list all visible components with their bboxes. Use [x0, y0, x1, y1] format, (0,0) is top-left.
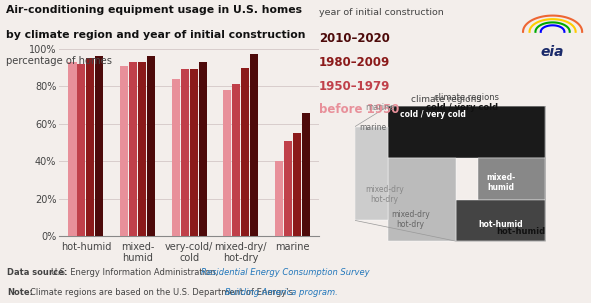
Text: U.S. Energy Information Administration,: U.S. Energy Information Administration,: [51, 268, 219, 277]
Text: mixed-dry
hot-dry: mixed-dry hot-dry: [365, 185, 404, 204]
Text: eia: eia: [541, 45, 564, 59]
Bar: [147, 56, 155, 236]
Bar: [86, 58, 95, 236]
Text: 2010–2020: 2010–2020: [319, 32, 390, 45]
Bar: [232, 85, 241, 236]
Bar: [171, 79, 180, 236]
Bar: [120, 66, 128, 236]
Text: Air-conditioning equipment usage in U.S. homes: Air-conditioning equipment usage in U.S.…: [6, 5, 302, 15]
Text: Building America program.: Building America program.: [225, 288, 337, 297]
Bar: [241, 68, 249, 236]
Bar: [77, 64, 86, 236]
Polygon shape: [388, 106, 545, 158]
Text: marine: marine: [359, 123, 386, 132]
Bar: [190, 69, 197, 236]
Text: Data source:: Data source:: [7, 268, 67, 277]
Bar: [199, 62, 207, 236]
Text: hot-humid: hot-humid: [496, 227, 545, 236]
Bar: [250, 55, 258, 236]
Bar: [138, 62, 146, 236]
Text: before 1950: before 1950: [319, 103, 400, 116]
Text: hot-humid: hot-humid: [478, 220, 523, 229]
Text: 1980–2009: 1980–2009: [319, 56, 391, 69]
Text: climate regions: climate regions: [411, 95, 481, 105]
Text: marine: marine: [365, 103, 395, 112]
Bar: [223, 90, 231, 236]
Bar: [293, 133, 301, 236]
Text: cold / very cold: cold / very cold: [426, 103, 498, 112]
Text: climate regions: climate regions: [434, 93, 499, 102]
Bar: [284, 141, 292, 236]
Bar: [69, 62, 77, 236]
Bar: [95, 56, 103, 236]
Polygon shape: [355, 127, 388, 220]
Text: year of initial construction: year of initial construction: [319, 8, 444, 17]
Text: Note:: Note:: [7, 288, 33, 297]
Bar: [275, 161, 283, 236]
Polygon shape: [456, 200, 545, 241]
Polygon shape: [388, 158, 456, 241]
Polygon shape: [478, 158, 545, 200]
Text: Residential Energy Consumption Survey: Residential Energy Consumption Survey: [201, 268, 369, 277]
Text: 1950–1979: 1950–1979: [319, 80, 391, 93]
Text: cold / very cold: cold / very cold: [400, 110, 466, 119]
Text: Climate regions are based on the U.S. Department of Energy’s: Climate regions are based on the U.S. De…: [30, 288, 293, 297]
Text: by climate region and year of initial construction: by climate region and year of initial co…: [6, 30, 306, 40]
Bar: [181, 69, 189, 236]
Text: percentage of homes: percentage of homes: [6, 56, 112, 66]
Text: mixed-
humid: mixed- humid: [486, 172, 515, 192]
Bar: [301, 112, 310, 236]
Bar: [129, 62, 137, 236]
Text: mixed-dry
hot-dry: mixed-dry hot-dry: [391, 210, 430, 229]
